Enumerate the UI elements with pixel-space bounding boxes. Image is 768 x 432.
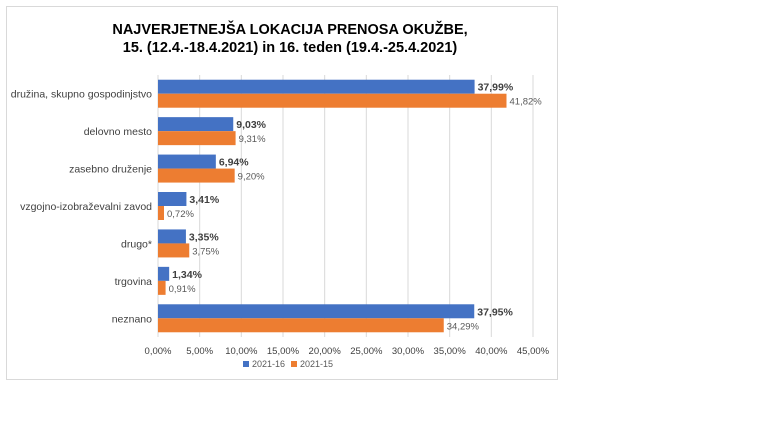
bar-2021-15 xyxy=(158,131,236,146)
bar-2021-16 xyxy=(158,266,170,281)
x-tick-label: 25,00% xyxy=(350,346,383,357)
bar-2021-16 xyxy=(158,229,186,244)
legend-label: 2021-15 xyxy=(300,359,333,369)
bar-2021-16 xyxy=(158,79,475,94)
category-labels: družina, skupno gospodinjstvo delovno mes… xyxy=(11,89,152,326)
bar-2021-15 xyxy=(158,93,507,108)
category-label: trgovina xyxy=(115,276,153,288)
bar-2021-16 xyxy=(158,117,234,132)
x-tick-label: 15,00% xyxy=(267,346,300,357)
data-label: 37,99% xyxy=(478,82,514,94)
bars: 37,99% 41,82% 9,03% 9,31% 6,94% 9,20% 3,41% 0,7… xyxy=(158,79,543,333)
gridlines xyxy=(157,75,534,337)
data-label: 3,75% xyxy=(192,246,219,257)
x-tick-label: 30,00% xyxy=(392,346,425,357)
data-label: 3,35% xyxy=(189,231,219,243)
legend-swatch xyxy=(243,361,249,367)
data-label: 6,94% xyxy=(219,157,249,169)
data-label: 9,03% xyxy=(236,119,266,131)
legend: 2021-16 2021-15 xyxy=(243,359,333,369)
x-tick-label: 10,00% xyxy=(225,346,258,357)
bar-2021-15 xyxy=(158,280,166,295)
data-label: 34,29% xyxy=(447,321,480,332)
bar-2021-16 xyxy=(158,304,475,319)
category-label: neznano xyxy=(112,313,152,325)
chart-title-line-1: NAJVERJETNEJŠA LOKACIJA PRENOSA OKUŽBE, xyxy=(112,20,467,38)
category-label: zasebno druženje xyxy=(69,164,152,176)
bar-2021-16 xyxy=(158,192,187,206)
data-label: 3,41% xyxy=(189,194,219,206)
bar-2021-16 xyxy=(158,154,216,169)
data-label: 0,91% xyxy=(169,284,196,295)
x-tick-label: 45,00% xyxy=(517,346,550,357)
data-label: 0,72% xyxy=(167,209,194,220)
x-tick-label: 20,00% xyxy=(309,346,342,357)
bar-2021-15 xyxy=(158,243,190,258)
legend-swatch xyxy=(291,361,297,367)
bar-2021-15 xyxy=(158,206,164,220)
chart-frame: NAJVERJETNEJŠA LOKACIJA PRENOSA OKUŽBE, … xyxy=(6,6,558,380)
x-tick-label: 0,00% xyxy=(145,346,172,357)
x-axis-ticks: 0,00% 5,00% 10,00% 15,00% 20,00% 25,00% 30,00%… xyxy=(145,346,550,357)
bar-2021-15 xyxy=(158,168,235,183)
category-label: drugo* xyxy=(121,238,152,250)
data-label: 41,82% xyxy=(510,97,543,108)
x-tick-label: 40,00% xyxy=(475,346,508,357)
category-label: vzgojno-izobraževalni zavod xyxy=(20,201,152,213)
data-label: 9,20% xyxy=(238,172,265,183)
bar-chart: NAJVERJETNEJŠA LOKACIJA PRENOSA OKUŽBE, … xyxy=(11,20,550,369)
data-label: 9,31% xyxy=(239,134,266,145)
data-label: 1,34% xyxy=(172,269,202,281)
category-label: delovno mesto xyxy=(84,126,152,138)
legend-label: 2021-16 xyxy=(252,359,285,369)
category-label: družina, skupno gospodinjstvo xyxy=(11,89,152,101)
data-label: 37,95% xyxy=(477,306,513,318)
bar-2021-15 xyxy=(158,318,444,333)
x-tick-label: 5,00% xyxy=(186,346,213,357)
x-tick-label: 35,00% xyxy=(434,346,467,357)
chart-title-line-2: 15. (12.4.-18.4.2021) in 16. teden (19.4… xyxy=(123,40,458,56)
